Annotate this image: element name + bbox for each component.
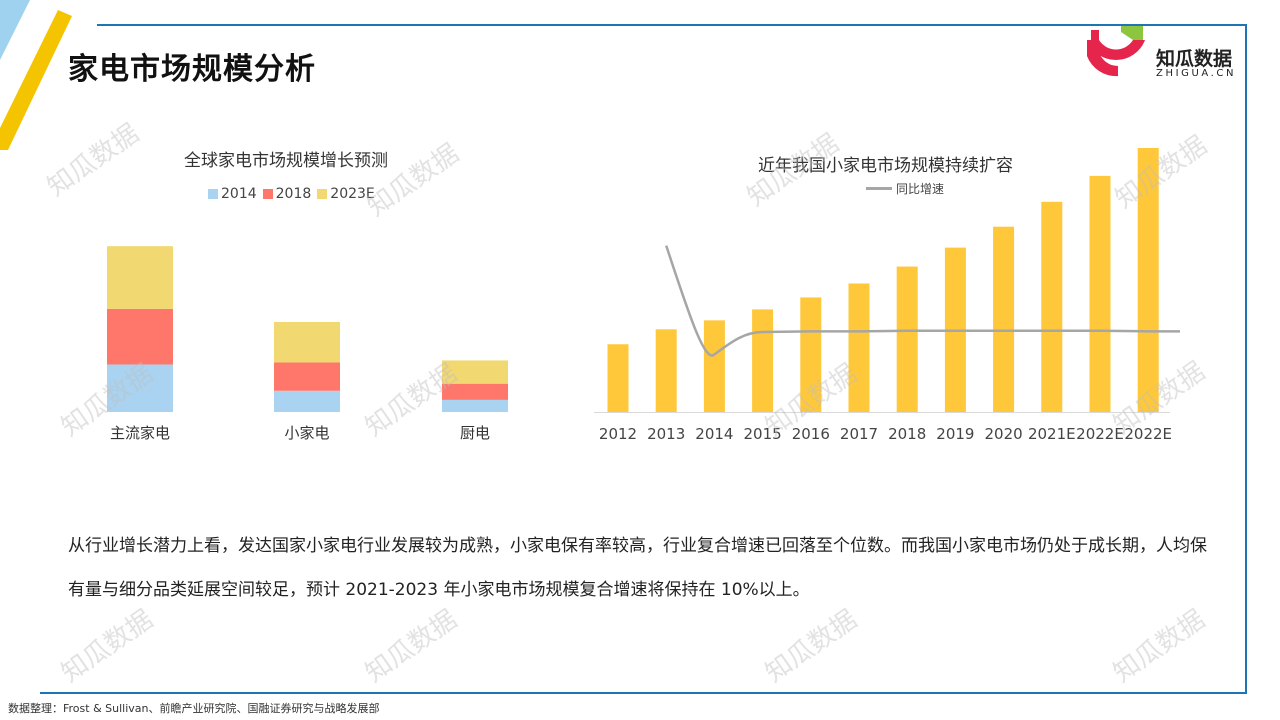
x-tick-label: 2014 [695, 425, 733, 443]
bar-2022E [1089, 175, 1111, 412]
data-source-note: 数据整理：Frost & Sullivan、前瞻产业研究院、国融证券研究与战略发… [8, 702, 380, 715]
body-paragraph: 从行业增长潜力上看，发达国家小家电行业发展较为成熟，小家电保有率较高，行业复合增… [68, 536, 1207, 600]
bar-2013 [655, 329, 677, 412]
left-stacked-bar-chart: 主流家电 小家电 厨电 [107, 246, 508, 442]
x-tick-label: 2016 [792, 425, 830, 443]
left-chart-title: 全球家电市场规模增长预测 [184, 151, 388, 171]
bar-2015 [752, 309, 774, 412]
bar-主流家电-2023E [107, 246, 173, 309]
x-tick-label: 2018 [888, 425, 926, 443]
x-tick-label: 主流家电 [110, 424, 170, 442]
right-chart-legend: 同比增速 [866, 180, 944, 197]
legend-swatch [262, 189, 273, 199]
line-legend-swatch [866, 187, 892, 190]
line-legend-label: 同比增速 [896, 182, 945, 196]
x-tick-label: 2013 [647, 425, 685, 443]
right-bar-line-chart: 2012 2013 2014 2015 2016 2017 2018 2019 2020 2021… [594, 148, 1180, 443]
bar-2017 [848, 283, 870, 412]
bar-主流家电-2018 [107, 308, 173, 365]
watermark: 知瓜数据 [360, 604, 463, 689]
bar-2021E [1041, 201, 1063, 412]
frame-right-line [1245, 24, 1247, 694]
frame-top-line [97, 24, 1247, 26]
left-chart-legend: 2014 2018 2023E [208, 186, 381, 202]
watermark: 知瓜数据 [1108, 604, 1211, 689]
legend-item-2018: 2018 [262, 186, 311, 202]
x-tick-label: 小家电 [284, 424, 329, 442]
x-tick-label: 2015 [744, 425, 782, 443]
x-tick-label: 2022E [1124, 425, 1172, 443]
legend-swatch [317, 189, 328, 199]
growth-rate-line [665, 245, 1180, 357]
legend-swatch [208, 189, 218, 199]
x-tick-label: 2012 [599, 425, 637, 443]
right-chart-title: 近年我国小家电市场规模持续扩容 [758, 156, 1013, 176]
x-tick-label: 2019 [936, 425, 974, 443]
watermark: 知瓜数据 [56, 604, 159, 689]
x-tick-label: 2017 [840, 425, 878, 443]
watermark: 知瓜数据 [760, 604, 863, 689]
logo-name: 知瓜数据 [1156, 48, 1233, 70]
bar-2022E [1137, 148, 1159, 412]
corner-decoration [0, 0, 72, 150]
legend-item-2023e: 2023E [317, 186, 375, 202]
bar-2020 [993, 226, 1015, 412]
bar-2016 [800, 297, 822, 412]
bar-小家电-2023E [274, 322, 340, 363]
bar-2014 [703, 320, 725, 412]
legend-item-2014: 2014 [208, 186, 257, 202]
bar-主流家电-2014 [107, 364, 173, 412]
bar-厨电-2023E [442, 360, 508, 384]
frame-bottom-line [40, 692, 1247, 694]
bar-2018 [896, 266, 918, 412]
bar-小家电-2018 [274, 362, 340, 391]
bar-小家电-2014 [274, 390, 340, 412]
page-title: 家电市场规模分析 [68, 52, 316, 87]
x-tick-label: 厨电 [460, 424, 490, 442]
bar-厨电-2018 [442, 383, 508, 400]
logo-domain: ZHIGUA.CN [1156, 68, 1237, 79]
x-tick-label: 2022E [1076, 425, 1124, 443]
bar-2012 [607, 344, 629, 412]
bar-厨电-2014 [442, 399, 508, 412]
x-tick-label: 2021E [1028, 425, 1076, 443]
zhigua-logo [1087, 26, 1145, 77]
x-tick-label: 2020 [985, 425, 1023, 443]
